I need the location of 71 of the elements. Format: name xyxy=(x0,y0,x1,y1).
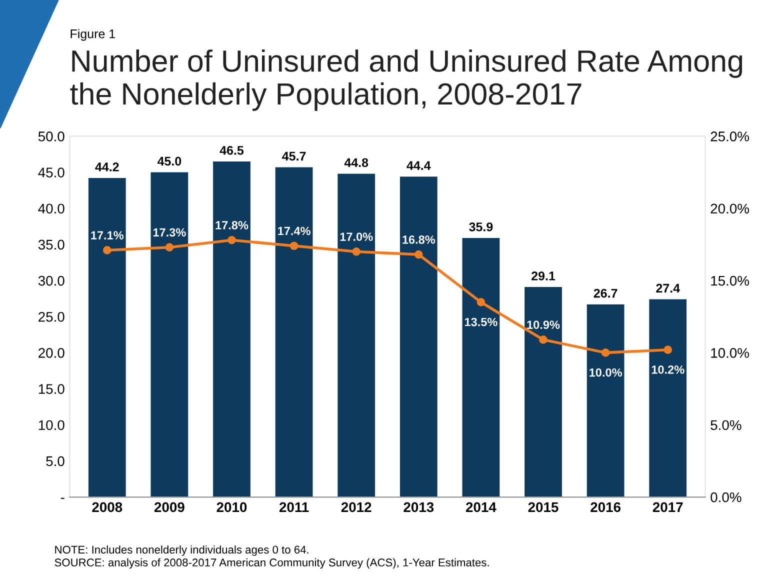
bar xyxy=(275,167,313,498)
data-label: 10.9% xyxy=(527,320,560,329)
data-label: 27.4 xyxy=(656,284,680,293)
data-label: 17.0% xyxy=(340,232,373,241)
data-label: 13.5% xyxy=(464,318,498,326)
y-tick-label: 35.0 xyxy=(38,240,64,250)
y-tick-label: 15.0 xyxy=(38,384,64,394)
data-label: 17.3% xyxy=(153,228,186,237)
bar xyxy=(586,304,624,498)
data-label: 17.4% xyxy=(278,226,310,236)
data-label: 44.4 xyxy=(406,161,431,170)
x-tick-label: 2012 xyxy=(341,502,372,512)
y-tick-label: 50.0 xyxy=(38,132,64,142)
y2-tick-label: 20.0% xyxy=(710,204,749,214)
point xyxy=(352,247,361,256)
y-tick-label: 45.0 xyxy=(38,168,64,178)
point xyxy=(165,243,174,252)
point xyxy=(290,242,298,250)
bar xyxy=(462,238,500,498)
y-tick-label: 5.0 xyxy=(46,456,64,466)
data-label: 16.8% xyxy=(402,235,436,244)
data-label: 35.9 xyxy=(469,222,493,232)
data-label: 17.8% xyxy=(216,221,248,230)
y-tick-label: - xyxy=(60,498,64,499)
point xyxy=(664,346,672,354)
bar xyxy=(400,176,438,498)
point xyxy=(414,250,423,259)
y-tick-label: 20.0 xyxy=(38,348,64,358)
y-tick-label: 25.0 xyxy=(38,312,64,322)
y2-tick-label: 10.0% xyxy=(711,348,749,358)
chart-title: Number of Uninsured and Uninsured Rate Among the Nonelderly Population, 2008-2017 xyxy=(70,49,742,111)
point xyxy=(601,348,610,357)
data-label: 26.7 xyxy=(594,288,618,298)
data-label: 44.2 xyxy=(95,162,119,172)
point xyxy=(539,336,548,344)
text: NOTE: Includes nonelderly individuals ages 0 to 64. xyxy=(55,545,308,556)
y-tick-label: 40.0 xyxy=(38,204,64,214)
y-tick-label: 10.0 xyxy=(38,420,64,430)
x-tick-label: 2014 xyxy=(466,502,496,512)
point xyxy=(102,246,112,254)
data-label: 10.0% xyxy=(590,368,622,377)
x-tick-label: 2015 xyxy=(528,502,558,512)
x-tick-label: 2011 xyxy=(279,502,309,512)
data-label: 10.2% xyxy=(652,365,684,374)
data-label: 45.7 xyxy=(282,152,306,161)
data-label: 29.1 xyxy=(532,272,556,280)
point xyxy=(476,298,486,306)
caption: Figure 1 xyxy=(70,29,115,41)
bar xyxy=(338,174,376,498)
y2-tick-label: 25.0% xyxy=(710,132,749,142)
x-tick-label: 2017 xyxy=(652,502,683,512)
point xyxy=(228,236,236,244)
data-label: 44.8 xyxy=(344,158,368,168)
y2-tick-label: 0.0% xyxy=(710,492,742,502)
y2-tick-label: 5.0% xyxy=(710,420,742,430)
bar xyxy=(88,178,126,498)
bar xyxy=(524,287,562,498)
x-tick-label: 2013 xyxy=(404,502,434,512)
bar xyxy=(649,299,687,498)
data-label: 17.1% xyxy=(91,231,124,240)
x-tick-label: 2009 xyxy=(154,502,184,512)
source-note: SOURCE: analysis of 2008-2017 American Community Survey (ACS), 1-Year Estimates. xyxy=(54,558,489,569)
x-tick-label: 2008 xyxy=(92,502,122,512)
y-tick-label: 30.0 xyxy=(38,276,64,286)
data-label: 46.5 xyxy=(220,146,244,155)
bar xyxy=(213,161,250,498)
data-label: 45.0 xyxy=(157,156,182,166)
bar xyxy=(150,172,188,498)
x-tick-label: 2010 xyxy=(216,502,247,512)
y2-tick-label: 15.0% xyxy=(711,276,749,286)
x-tick-label: 2016 xyxy=(590,502,621,512)
